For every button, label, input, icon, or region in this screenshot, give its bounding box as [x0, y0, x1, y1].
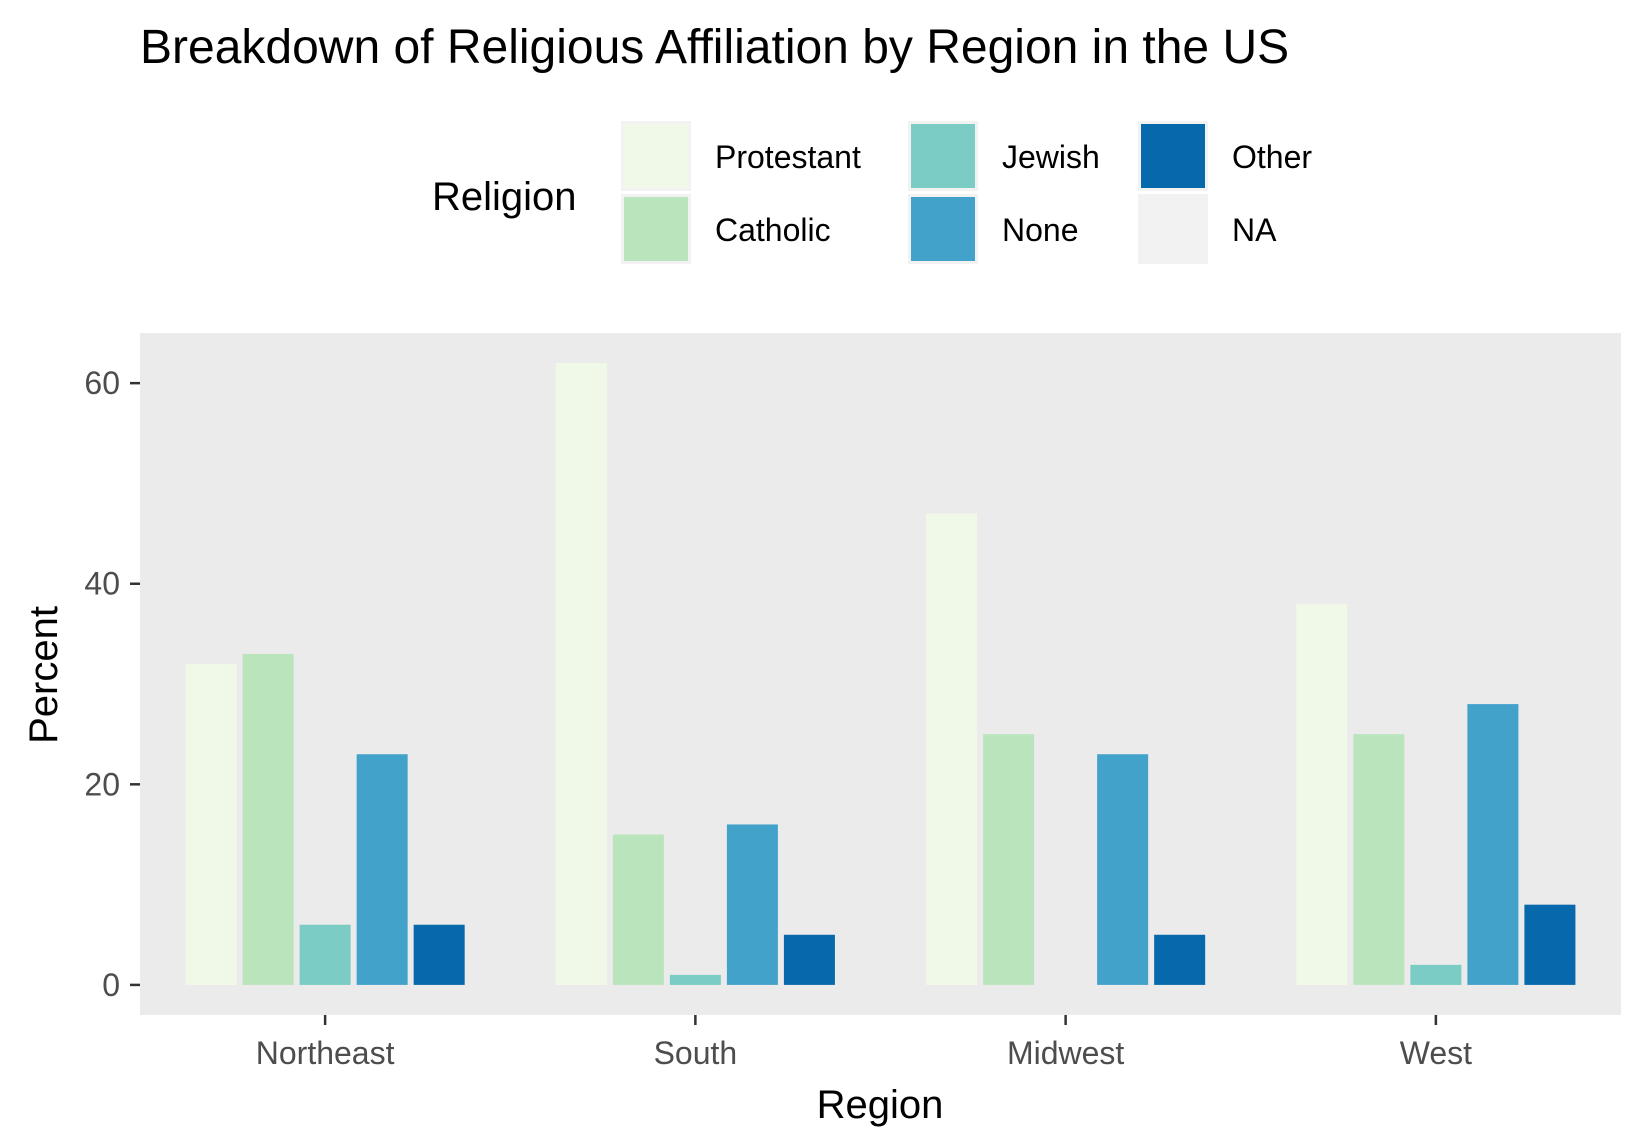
bars	[185, 363, 1576, 985]
x-tick-label-west: West	[1400, 1035, 1472, 1071]
bar-south-jewish	[669, 974, 721, 985]
bar-northeast-none	[356, 754, 408, 985]
legend-swatch-protestant	[624, 124, 688, 188]
bar-northeast-protestant	[185, 663, 237, 985]
bar-midwest-protestant	[926, 513, 978, 985]
bar-northeast-catholic	[242, 653, 294, 985]
legend-swatch-other	[1141, 124, 1205, 188]
bar-midwest-catholic	[983, 734, 1035, 985]
bar-west-catholic	[1353, 734, 1405, 985]
legend-title: Religion	[432, 175, 577, 219]
legend-swatch-none	[911, 197, 975, 261]
legend-label-none: None	[1002, 212, 1079, 248]
bar-northeast-other	[413, 924, 465, 985]
legend-label-jewish: Jewish	[1002, 139, 1100, 175]
legend-swatch-na	[1141, 197, 1205, 261]
legend-swatch-catholic	[624, 197, 688, 261]
x-axis-title: Region	[817, 1083, 944, 1127]
bar-west-other	[1524, 904, 1576, 985]
bar-west-none	[1467, 704, 1519, 985]
bar-south-other	[783, 934, 835, 985]
legend-swatch-jewish	[911, 124, 975, 188]
x-tick-label-midwest: Midwest	[1007, 1035, 1124, 1071]
bar-south-protestant	[555, 363, 607, 985]
x-axis: Northeast South Midwest West	[256, 1015, 1472, 1071]
y-axis-title: Percent	[22, 606, 66, 744]
bar-midwest-none	[1097, 754, 1149, 985]
chart-title: Breakdown of Religious Affiliation by Re…	[140, 21, 1289, 74]
legend-label-catholic: Catholic	[715, 212, 831, 248]
legend-label-protestant: Protestant	[715, 139, 861, 175]
bar-west-protestant	[1296, 603, 1348, 985]
x-tick-label-northeast: Northeast	[256, 1035, 395, 1071]
legend-label-na: NA	[1232, 212, 1277, 248]
y-tick-label: 60	[84, 365, 120, 401]
y-tick-label: 40	[84, 566, 120, 602]
legend-label-other: Other	[1232, 139, 1312, 175]
y-tick-label: 20	[84, 766, 120, 802]
bar-west-jewish	[1410, 964, 1462, 985]
bar-south-catholic	[612, 834, 664, 985]
bar-midwest-other	[1154, 934, 1206, 985]
y-axis: 0 20 40 60	[84, 365, 140, 1003]
x-tick-label-south: South	[654, 1035, 738, 1071]
y-tick-label: 0	[102, 967, 120, 1003]
bar-northeast-jewish	[299, 924, 351, 985]
legend: Religion Protestant Catholic Jewish None Oth…	[432, 121, 1312, 264]
bar-south-none	[726, 824, 778, 985]
